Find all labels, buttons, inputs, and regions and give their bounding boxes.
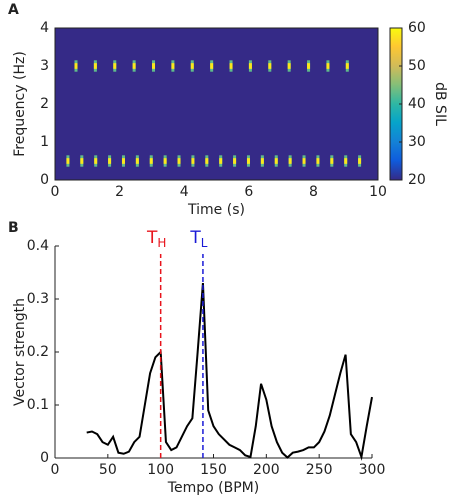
spectral-event-core (108, 158, 112, 164)
x-tick-label: 10 (369, 184, 387, 200)
y-tick-label: 3 (40, 58, 49, 74)
spectral-event-core (135, 158, 139, 164)
line-series (86, 283, 373, 461)
spectral-event-core (288, 158, 292, 164)
spectral-event-core (113, 63, 117, 69)
x-tick-label: 50 (99, 462, 117, 478)
x-tick-label: 200 (253, 462, 280, 478)
plot-frame (54, 27, 379, 181)
spectral-event-core (307, 63, 311, 69)
x-axis-label: Time (s) (187, 202, 245, 218)
marker-letter: T (146, 228, 158, 248)
colorbar-tick-label: 20 (408, 172, 426, 188)
x-tick-label: 150 (200, 462, 227, 478)
colorbar-tick-label: 50 (408, 58, 426, 74)
tempo-marker-label: TL (189, 228, 207, 250)
spectral-event-core (229, 63, 233, 69)
spectral-event-core (248, 63, 252, 69)
spectral-event-core (345, 63, 349, 69)
y-axis-label: Frequency (Hz) (12, 51, 28, 157)
spectral-event-core (210, 63, 214, 69)
marker-subscript: H (157, 236, 166, 250)
spectral-event-core (302, 158, 306, 164)
spectral-event-core (330, 158, 334, 164)
spectral-event-core (94, 158, 98, 164)
x-tick-label: 8 (309, 184, 318, 200)
spectral-event-core (149, 158, 153, 164)
spectral-event-core (177, 158, 181, 164)
y-tick-label: 0.1 (27, 397, 49, 413)
spectral-event-core (74, 63, 78, 69)
spectral-event-core (268, 63, 272, 69)
x-tick-label: 6 (244, 184, 253, 200)
colorbar-label: dB SIL (432, 82, 448, 126)
spectral-event-core (163, 158, 167, 164)
spectral-event-core (190, 63, 194, 69)
spectral-event-core (344, 158, 348, 164)
x-tick-label: 250 (306, 462, 333, 478)
colorbar-tick-label: 40 (408, 96, 426, 112)
marker-letter: T (189, 228, 201, 248)
y-axis-label: Vector strength (12, 298, 28, 406)
spectral-event-core (80, 158, 84, 164)
spectral-event-core (191, 158, 195, 164)
y-tick-label: 0 (40, 172, 49, 188)
x-tick-label: 0 (51, 462, 60, 478)
spectral-event-core (121, 158, 125, 164)
spectral-event-core (233, 158, 237, 164)
spectral-event-core (260, 158, 264, 164)
spectral-event-core (66, 158, 70, 164)
colorbar-tick-label: 30 (408, 134, 426, 150)
spectral-event-core (326, 63, 330, 69)
spectral-event-core (132, 63, 136, 69)
spectral-event-core (274, 158, 278, 164)
spectral-event-core (219, 158, 223, 164)
x-tick-label: 300 (359, 462, 386, 478)
y-tick-label: 0.4 (27, 238, 49, 254)
spectral-event-core (246, 158, 250, 164)
y-tick-label: 2 (40, 96, 49, 112)
spectral-event-core (171, 63, 175, 69)
y-tick-label: 1 (40, 134, 49, 150)
marker-subscript: L (201, 236, 208, 250)
x-tick-label: 4 (180, 184, 189, 200)
panel-label: A (8, 2, 19, 18)
x-axis-label: Tempo (BPM) (167, 480, 259, 496)
x-tick-label: 2 (115, 184, 124, 200)
spectral-event-core (205, 158, 209, 164)
y-tick-label: 0.2 (27, 344, 49, 360)
colorbar-tick-label: 60 (408, 20, 426, 36)
spectral-event-core (358, 158, 362, 164)
x-tick-label: 100 (147, 462, 174, 478)
spectrogram-background (55, 28, 378, 180)
spectral-event-core (93, 63, 97, 69)
spectral-event-core (316, 158, 320, 164)
spectral-event-core (152, 63, 156, 69)
y-tick-label: 4 (40, 20, 49, 36)
spectral-event-core (287, 63, 291, 69)
tempo-marker-label: TH (146, 228, 166, 250)
panel-label: B (8, 220, 19, 236)
y-tick-label: 0.3 (27, 291, 49, 307)
y-tick-label: 0 (40, 450, 49, 466)
x-tick-label: 0 (51, 184, 60, 200)
